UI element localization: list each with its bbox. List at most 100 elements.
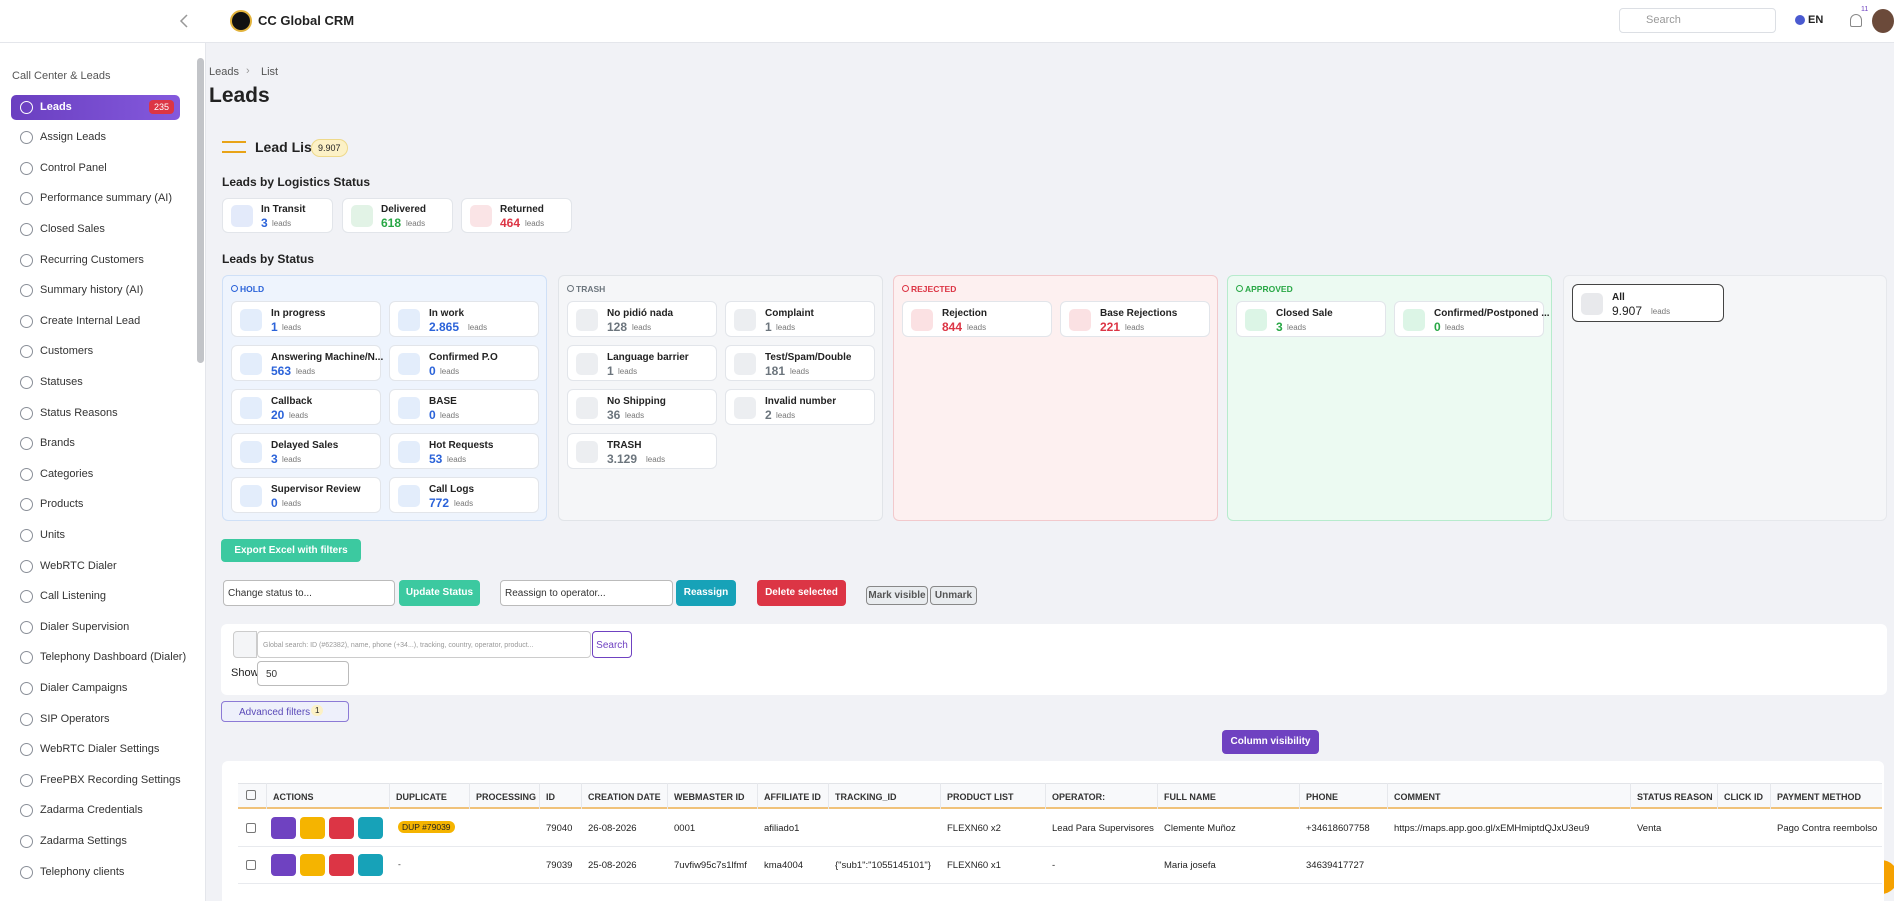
status-card[interactable]: Rejection 844 leads: [902, 301, 1052, 337]
column-header: CREATION DATE: [581, 783, 667, 809]
search-input[interactable]: Global search: ID (#62382), name, phone …: [257, 631, 591, 658]
sidebar-item[interactable]: FreePBX Recording Settings: [11, 768, 181, 793]
status-card[interactable]: Closed Sale 3 leads: [1236, 301, 1386, 337]
sidebar-item[interactable]: Assign Leads: [11, 125, 180, 150]
advanced-filters[interactable]: Advanced filters: [221, 701, 349, 722]
status-card[interactable]: No Shipping 36 leads: [567, 389, 717, 425]
action-button[interactable]: [271, 817, 296, 839]
action-button[interactable]: [329, 854, 354, 876]
sidebar-icon: [20, 620, 33, 634]
sidebar-label: Statuses: [40, 375, 83, 388]
sidebar-item[interactable]: Zadarma Settings: [11, 829, 180, 854]
status-card[interactable]: All 9.907 leads: [1572, 284, 1724, 322]
status-card[interactable]: Test/Spam/Double 181 leads: [725, 345, 875, 381]
sidebar-item[interactable]: Closed Sales: [11, 217, 180, 242]
show-label: Show: [231, 667, 259, 679]
card-unit: leads: [618, 367, 638, 376]
sidebar-item[interactable]: Units: [11, 523, 180, 548]
sidebar-item[interactable]: Create Internal Lead: [11, 309, 180, 334]
logo: [230, 10, 252, 32]
card-label: Delivered: [381, 204, 427, 215]
card-count: 1: [271, 320, 278, 334]
action-button[interactable]: [271, 854, 296, 876]
sidebar-label: Call Listening: [40, 590, 107, 603]
status-card[interactable]: In progress 1 leads: [231, 301, 381, 337]
status-select[interactable]: Change status to...: [223, 580, 395, 606]
status-card[interactable]: Base Rejections 221 leads: [1060, 301, 1210, 337]
card-icon: [911, 309, 933, 331]
status-card[interactable]: Call Logs 772 leads: [389, 477, 539, 513]
status-card[interactable]: TRASH 3.129 leads: [567, 433, 717, 469]
status-card[interactable]: BASE 0 leads: [389, 389, 539, 425]
sidebar-item[interactable]: Summary history (AI): [11, 278, 180, 303]
checkbox[interactable]: [246, 823, 256, 833]
language[interactable]: EN: [1808, 14, 1824, 26]
sidebar-item[interactable]: Status Reasons: [11, 401, 180, 426]
sidebar-icon: [20, 131, 33, 145]
sidebar-label: Dialer Supervision: [40, 620, 130, 633]
status-card[interactable]: Language barrier 1 leads: [567, 345, 717, 381]
logistics-card[interactable]: Delivered 618 leads: [342, 198, 453, 233]
sidebar-item[interactable]: Customers: [11, 339, 180, 364]
status-group: HOLD In progress 1 leads In work 2.865 leads An…: [222, 275, 547, 521]
status-card[interactable]: Hot Requests 53 leads: [389, 433, 539, 469]
sidebar-item[interactable]: WebRTC Dialer: [11, 554, 180, 579]
sidebar-item[interactable]: Statuses: [11, 370, 180, 395]
sidebar-item[interactable]: Call Listening: [11, 584, 180, 609]
sidebar-item[interactable]: Dialer Supervision: [11, 615, 180, 640]
action-button[interactable]: [300, 817, 325, 839]
column-header: PRODUCT LIST: [940, 783, 1045, 809]
sidebar-item[interactable]: Control Panel: [11, 156, 180, 181]
delete-button[interactable]: Delete selected: [757, 580, 846, 606]
card-unit: leads: [646, 455, 666, 464]
sidebar-item[interactable]: Telephony Dashboard (Dialer): [11, 645, 186, 670]
search-button[interactable]: Search: [592, 631, 632, 658]
status-card[interactable]: Callback 20 leads: [231, 389, 381, 425]
sidebar-item[interactable]: Brands: [11, 431, 180, 456]
status-card[interactable]: Delayed Sales 3 leads: [231, 433, 381, 469]
checkbox[interactable]: [246, 860, 256, 870]
card-count: 128: [607, 320, 628, 334]
column-visibility[interactable]: Column visibility: [1222, 730, 1319, 754]
mark-button[interactable]: Mark visible: [866, 586, 928, 605]
action-button[interactable]: [329, 817, 354, 839]
reassign-button[interactable]: Reassign: [676, 580, 736, 606]
unmark-button[interactable]: Unmark: [930, 586, 977, 605]
card-icon: [734, 397, 756, 419]
sidebar-item[interactable]: Recurring Customers: [11, 248, 180, 273]
status-card[interactable]: Invalid number 2 leads: [725, 389, 875, 425]
sidebar-item[interactable]: SIP Operators: [11, 707, 180, 732]
bell[interactable]: [1850, 14, 1862, 27]
sidebar-item[interactable]: Categories: [11, 462, 180, 487]
card-unit: leads: [967, 323, 987, 332]
action-button[interactable]: [300, 854, 325, 876]
section-title: Leads by Status: [222, 252, 315, 266]
status-card[interactable]: In work 2.865 leads: [389, 301, 539, 337]
sidebar-item[interactable]: Leads 235: [11, 94, 180, 120]
logistics-card[interactable]: Returned 464 leads: [461, 198, 572, 233]
sidebar-item[interactable]: Zadarma Credentials: [11, 798, 180, 823]
sidebar-item[interactable]: Products: [11, 492, 180, 517]
status-card[interactable]: Answering Machine/N... 563 leads: [231, 345, 383, 381]
status-card[interactable]: No pidió nada 128 leads: [567, 301, 717, 337]
sidebar-item[interactable]: Performance summary (AI): [11, 186, 180, 211]
status-card[interactable]: Confirmed/Postponed ... 0 leads: [1394, 301, 1550, 337]
sidebar-item[interactable]: Dialer Campaigns: [11, 676, 180, 701]
action-button[interactable]: [358, 854, 383, 876]
status-card[interactable]: Confirmed P.O 0 leads: [389, 345, 539, 381]
search-box[interactable]: Search: [1619, 8, 1776, 33]
operator-select[interactable]: Reassign to operator...: [500, 580, 673, 606]
logistics-card[interactable]: In Transit 3 leads: [222, 198, 333, 233]
avatar[interactable]: [1872, 9, 1894, 33]
status-card[interactable]: Supervisor Review 0 leads: [231, 477, 381, 513]
action-button[interactable]: [358, 817, 383, 839]
sidebar-item[interactable]: WebRTC Dialer Settings: [11, 737, 180, 762]
card-icon: [1403, 309, 1425, 331]
page-size-select[interactable]: 50: [257, 661, 349, 686]
collapse-icon[interactable]: [178, 13, 190, 29]
table-cell: FLEXN60 x1: [947, 860, 1001, 871]
update-button[interactable]: Update Status: [399, 580, 480, 606]
export-button[interactable]: Export Excel with filters: [221, 539, 361, 562]
sidebar-item[interactable]: Telephony clients: [11, 860, 180, 885]
status-card[interactable]: Complaint 1 leads: [725, 301, 875, 337]
